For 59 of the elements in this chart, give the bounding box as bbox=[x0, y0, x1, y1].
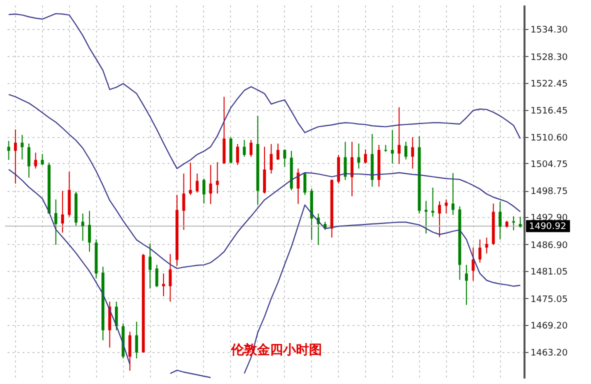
y-tick-label: 1486.90 bbox=[530, 240, 568, 251]
candlestick bbox=[216, 162, 219, 194]
candlestick bbox=[452, 172, 454, 216]
candlestick bbox=[404, 141, 408, 160]
candlestick bbox=[128, 331, 132, 372]
candlestick bbox=[14, 128, 17, 184]
line-series bbox=[8, 94, 521, 270]
candlestick bbox=[188, 162, 192, 196]
candlestick bbox=[303, 172, 306, 196]
line-series bbox=[8, 13, 521, 170]
candlestick bbox=[236, 144, 240, 166]
candlestick bbox=[135, 321, 138, 359]
candlestick bbox=[155, 264, 158, 288]
y-tick-label: 1475.05 bbox=[530, 294, 568, 305]
candlestick bbox=[472, 247, 475, 282]
candlestick bbox=[411, 136, 414, 170]
candlestick bbox=[114, 301, 118, 331]
candlestick bbox=[478, 238, 482, 264]
candlestick bbox=[108, 301, 112, 348]
candlestick bbox=[276, 143, 280, 160]
y-tick-label: 1534.30 bbox=[530, 26, 568, 36]
candlestick bbox=[250, 139, 252, 158]
y-tick-label: 1481.05 bbox=[530, 268, 568, 278]
candlestick bbox=[283, 148, 286, 168]
candlestick bbox=[398, 106, 401, 165]
candlestick bbox=[364, 148, 367, 164]
candlestick bbox=[27, 143, 30, 178]
candlestick bbox=[81, 213, 84, 242]
candlestick bbox=[444, 198, 448, 214]
candlestick bbox=[40, 154, 44, 166]
candlestick bbox=[296, 168, 300, 204]
y-tick-label: 1510.60 bbox=[530, 133, 568, 144]
candlestick bbox=[202, 178, 206, 204]
candlestick bbox=[518, 216, 522, 228]
y-tick-label: 1522.45 bbox=[530, 79, 568, 90]
candlestick bbox=[7, 140, 10, 160]
candlestick bbox=[498, 201, 502, 240]
candlestick bbox=[350, 141, 354, 197]
candlestick bbox=[263, 146, 266, 194]
y-tick-label: 1528.30 bbox=[530, 52, 568, 63]
candlestick bbox=[390, 129, 394, 164]
y-tick-label: 1463.20 bbox=[530, 348, 568, 359]
y-tick-label: 1516.45 bbox=[530, 106, 568, 117]
candlestick bbox=[148, 243, 152, 289]
candlestick bbox=[20, 134, 24, 160]
y-tick-label: 1504.75 bbox=[530, 160, 568, 170]
candlestick bbox=[34, 152, 38, 170]
candlestick bbox=[61, 190, 64, 234]
candlestick bbox=[88, 210, 91, 252]
y-tick-label: 1469.20 bbox=[530, 321, 568, 332]
candlestick bbox=[242, 139, 246, 158]
candlestick bbox=[464, 264, 468, 306]
candlestick bbox=[485, 237, 488, 254]
y-tick-label: 1498.75 bbox=[530, 187, 568, 198]
candlestick bbox=[438, 200, 441, 238]
ref-line-label: 1490.92 bbox=[529, 222, 566, 232]
candlestick bbox=[196, 173, 199, 194]
candlestick bbox=[54, 198, 58, 246]
candlestick bbox=[209, 164, 212, 204]
